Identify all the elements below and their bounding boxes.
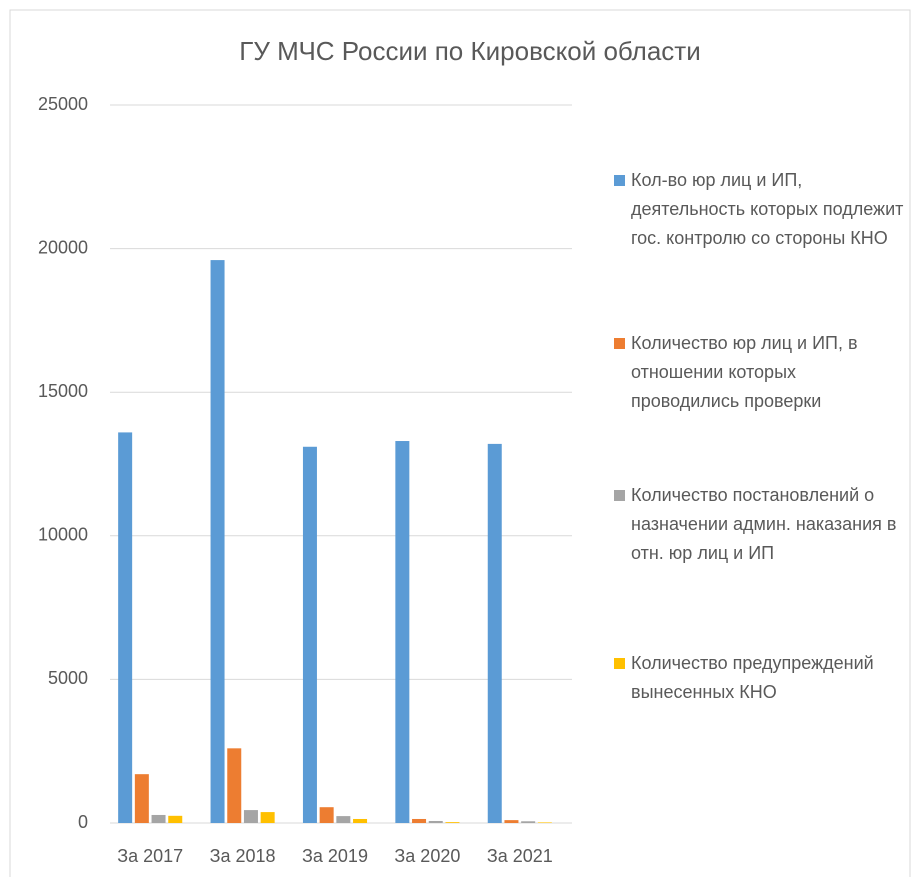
bar: [210, 260, 225, 823]
bar: [134, 774, 149, 823]
bar: [521, 821, 536, 823]
bar: [319, 807, 334, 823]
bar: [302, 446, 317, 823]
y-tick-label: 15000: [38, 381, 88, 401]
y-tick-label: 0: [78, 812, 88, 832]
legend-label: Количество постановлений о назначении ад…: [631, 485, 897, 563]
bar: [260, 812, 275, 823]
y-tick-label: 25000: [38, 94, 88, 114]
x-tick-label: За 2019: [302, 846, 368, 866]
legend-label: Количество юр лиц и ИП, в отношении кото…: [631, 333, 858, 411]
legend-item: Количество предупреждений вынесенных КНО: [614, 649, 904, 707]
chart-title: ГУ МЧС России по Кировской области: [239, 36, 700, 66]
legend-swatch: [614, 490, 625, 501]
legend-swatch: [614, 338, 625, 349]
y-tick-label: 5000: [48, 668, 88, 688]
x-tick-label: За 2017: [117, 846, 183, 866]
bar: [504, 820, 519, 823]
legend-item: Кол-во юр лиц и ИП, деятельность которых…: [614, 166, 904, 253]
legend-swatch: [614, 658, 625, 669]
x-tick-label: За 2020: [394, 846, 460, 866]
bar: [395, 441, 410, 823]
bar: [487, 443, 502, 823]
bar: [243, 810, 258, 823]
legend-label: Кол-во юр лиц и ИП, деятельность которых…: [631, 170, 904, 248]
legend-item: Количество постановлений о назначении ад…: [614, 481, 904, 568]
y-tick-label: 10000: [38, 525, 88, 545]
x-tick-label: За 2021: [487, 846, 553, 866]
bar: [168, 815, 183, 823]
bar: [336, 816, 351, 823]
chart-frame: [9, 9, 911, 877]
y-tick-label: 20000: [38, 237, 88, 257]
bar: [353, 818, 368, 823]
legend-swatch: [614, 175, 625, 186]
legend-label: Количество предупреждений вынесенных КНО: [631, 653, 874, 702]
bar: [118, 432, 133, 823]
bar: [445, 822, 460, 823]
bar: [537, 822, 552, 823]
bar: [412, 818, 427, 823]
legend-item: Количество юр лиц и ИП, в отношении кото…: [614, 329, 904, 416]
x-tick-label: За 2018: [210, 846, 276, 866]
bar: [151, 814, 166, 823]
bar: [428, 820, 443, 823]
bar: [227, 748, 242, 823]
